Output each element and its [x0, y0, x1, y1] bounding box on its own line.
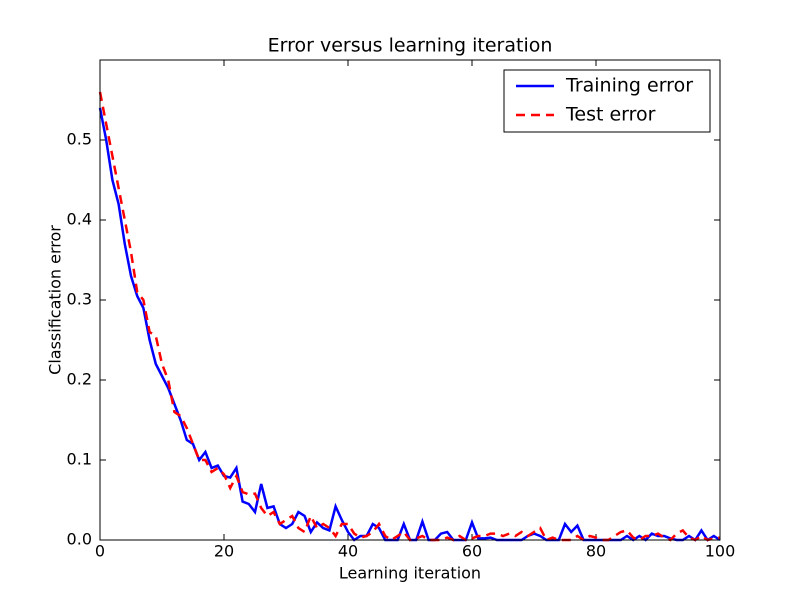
- y-tick-label: 0.0: [67, 530, 92, 549]
- y-tick-label: 0.4: [67, 210, 92, 229]
- legend-label: Test error: [565, 104, 656, 126]
- y-tick-label: 0.1: [67, 450, 92, 469]
- y-tick-label: 0.3: [67, 290, 92, 309]
- y-axis-label: Classification error: [46, 225, 65, 375]
- x-tick-label: 100: [705, 542, 736, 561]
- x-tick-label: 60: [462, 542, 482, 561]
- y-tick-label: 0.5: [67, 130, 92, 149]
- chart-title: Error versus learning iteration: [268, 35, 553, 57]
- x-axis-label: Learning iteration: [339, 564, 481, 583]
- legend-label: Training error: [565, 75, 693, 97]
- x-tick-label: 40: [338, 542, 358, 561]
- legend-box: [503, 69, 711, 133]
- x-tick-label: 80: [586, 542, 606, 561]
- x-tick-label: 0: [95, 542, 105, 561]
- plot-frame: [99, 59, 721, 541]
- y-tick-label: 0.2: [67, 370, 92, 389]
- x-tick-label: 20: [214, 542, 234, 561]
